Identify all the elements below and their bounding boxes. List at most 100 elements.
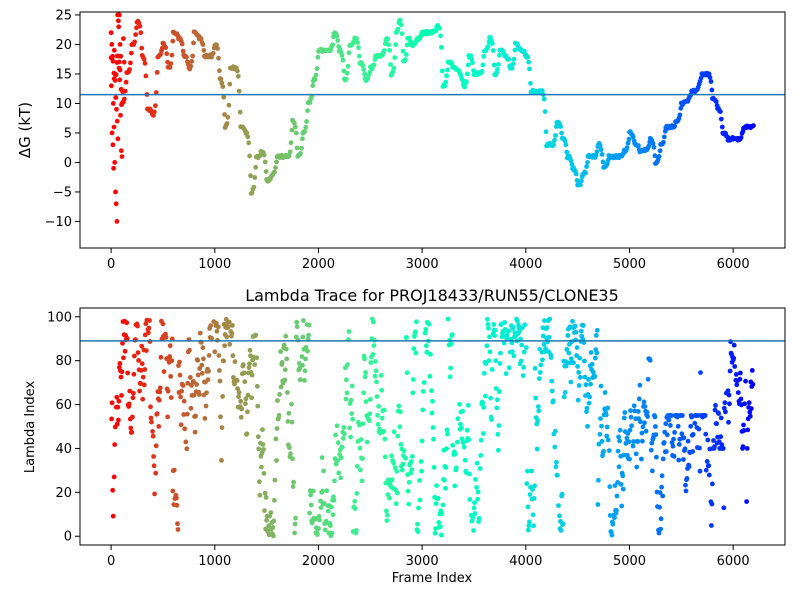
lambda-point [637,382,643,388]
lambda-point [523,345,529,350]
delta-g-point [382,48,387,53]
lambda-point [631,439,636,444]
delta-g-point [630,134,636,140]
lambda-point [413,329,418,335]
lambda-point [299,354,305,359]
lambda-point [340,436,346,441]
delta-g-y-tick-label: 5 [64,126,72,141]
lambda-point [367,397,373,402]
lambda-point [415,521,420,527]
lambda-point [232,359,238,365]
lambda-point [647,357,653,363]
delta-g-y-tick-label: 0 [64,156,72,171]
lambda-point [354,463,360,469]
lambda-point [273,436,279,442]
lambda-point [594,350,600,356]
delta-g-point [510,61,516,67]
lambda-point [216,324,221,330]
lambda-point [560,521,566,527]
delta-g-point [252,175,258,180]
lambda-point [378,373,384,378]
lambda-point [604,433,610,439]
delta-g-point [217,68,222,74]
delta-g-point [718,116,724,122]
delta-g-point [365,76,371,81]
lambda-point [328,523,333,529]
delta-g-point [559,130,564,136]
lambda-point [427,373,433,379]
lambda-point [183,439,189,445]
lambda-point [303,345,309,350]
lambda-point [527,492,533,497]
lambda-point [214,328,220,334]
lambda-point [363,399,369,404]
lambda-point [421,380,427,385]
lambda-point [398,442,404,447]
delta-g-x-tick-label: 0 [107,257,115,272]
delta-g-point [656,154,662,159]
delta-g-point [443,79,449,85]
delta-g-point [393,42,399,48]
lambda-point [554,459,559,465]
delta-g-point [142,60,148,66]
delta-g-point [330,42,335,48]
lambda-point [569,356,574,362]
delta-g-point [360,63,366,68]
lambda-point [417,478,422,483]
delta-g-point [221,94,227,100]
lambda-point [195,357,201,363]
lambda-point [184,411,190,417]
delta-g-point [143,73,149,79]
lambda-point [492,333,498,338]
lambda-point [530,512,536,518]
lambda-point [588,381,593,387]
delta-g-point [600,159,606,165]
lambda-point [464,427,470,433]
delta-g-point [552,137,557,143]
lambda-point [234,378,240,383]
delta-g-point [751,123,756,128]
lambda-point [453,465,459,471]
lambda-point [645,376,651,382]
lambda-point [185,380,191,386]
lambda-point [278,384,284,390]
lambda-point [357,422,362,428]
lambda-point [315,532,320,537]
lambda-point [461,444,467,450]
lambda-point [684,476,690,481]
lambda-point [541,342,547,347]
delta-g-point [491,62,497,68]
lambda-point [570,318,575,324]
delta-g-y-ticks: −10 −5 0 5 10 15 20 25 [45,8,80,230]
lambda-point [628,414,634,420]
lambda-point [660,493,666,499]
lambda-point [627,456,632,462]
lambda-point [519,342,525,348]
lambda-point [659,484,664,490]
lambda-point [130,414,135,420]
delta-g-point [137,23,143,29]
lambda-point [246,365,252,370]
lambda-point [346,329,352,334]
delta-g-point [335,38,341,43]
lambda-point [116,398,122,404]
delta-g-point [387,47,392,53]
lambda-point [520,373,526,378]
lambda-point [741,428,747,433]
delta-g-point [388,62,393,67]
lambda-point [306,322,312,328]
lambda-point [713,403,718,408]
delta-g-point [636,143,641,149]
lambda-point [574,345,580,350]
lambda-point [576,370,582,375]
lambda-point [465,402,471,408]
lambda-point [151,463,157,469]
lambda-point [535,418,541,424]
lambda-point [213,320,219,326]
lambda-point [460,408,465,414]
delta-g-y-tick-label: 25 [55,8,72,23]
delta-g-point [119,154,125,160]
lambda-point [193,413,199,419]
lambda-point [549,378,555,384]
delta-g-point [314,66,320,71]
